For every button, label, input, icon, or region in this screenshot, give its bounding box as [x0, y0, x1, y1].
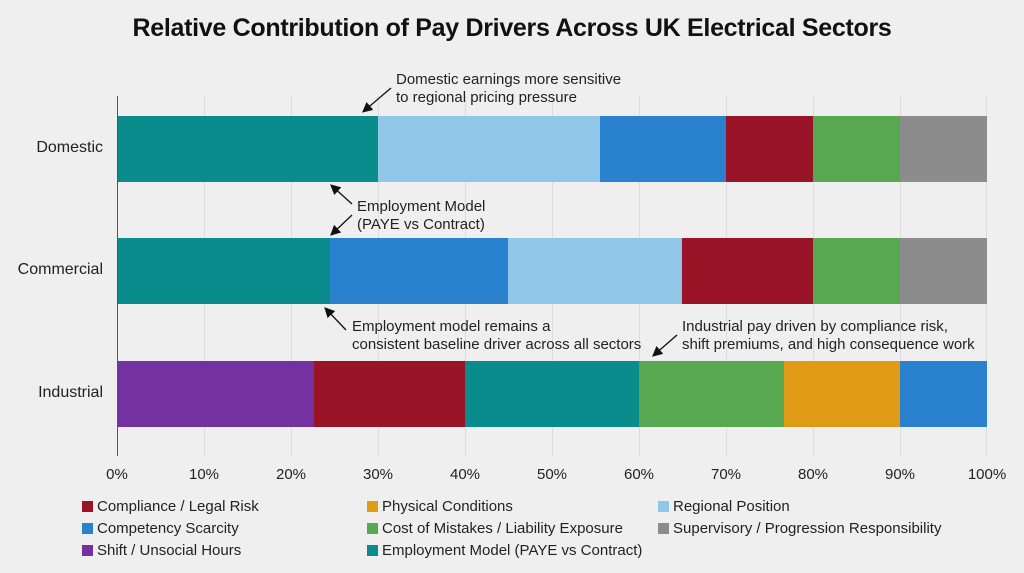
arrow-icon — [330, 184, 353, 205]
x-tick-label: 70% — [710, 466, 742, 483]
bar-segment — [599, 116, 726, 182]
bar-segment — [899, 361, 987, 427]
bar-segment — [464, 361, 639, 427]
annotation-line: Employment model remains a — [352, 318, 551, 335]
category-label-domestic: Domestic — [36, 139, 103, 156]
x-tick-label: 90% — [884, 466, 916, 483]
x-tick-label: 0% — [106, 466, 128, 483]
annotation-line: Industrial pay driven by compliance risk… — [682, 318, 948, 335]
bar-commercial — [117, 238, 987, 304]
bar-segment — [314, 361, 465, 427]
x-tick-label: 20% — [275, 466, 307, 483]
bar-segment — [682, 238, 813, 304]
annotation-line: (PAYE vs Contract) — [357, 216, 485, 233]
arrow-icon — [362, 87, 392, 113]
annotation-line: Domestic earnings more sensitive — [396, 71, 622, 88]
bar-segment — [899, 238, 987, 304]
category-label-commercial: Commercial — [17, 261, 103, 278]
arrow-icon — [330, 214, 353, 236]
arrow-icon — [652, 334, 678, 357]
arrow-icon — [324, 307, 347, 331]
bar-segment — [508, 238, 683, 304]
x-tick-label: 10% — [188, 466, 220, 483]
plot-area — [117, 96, 987, 456]
bar-segment — [638, 361, 785, 427]
bar-segment — [812, 116, 900, 182]
annotation-domestic: Domestic earnings more sensitive to regi… — [396, 71, 621, 107]
bar-segment — [117, 116, 378, 182]
x-tick-label: 60% — [623, 466, 655, 483]
annotation-line: to regional pricing pressure — [396, 89, 577, 106]
bar-segment — [812, 238, 900, 304]
bar-segment — [330, 238, 509, 304]
annotation-line: Employment Model — [357, 198, 486, 215]
chart-title: Relative Contribution of Pay Drivers Acr… — [132, 14, 892, 42]
annotation-baseline: Employment model remains a consistent ba… — [352, 318, 641, 354]
bar-segment — [117, 238, 331, 304]
y-axis-line — [117, 96, 118, 456]
x-tick-label: 100% — [967, 466, 1007, 483]
bar-segment — [725, 116, 813, 182]
annotation-line: consistent baseline driver across all se… — [352, 336, 642, 353]
bar-segment — [117, 361, 315, 427]
annotation-line: shift premiums, and high consequence wor… — [682, 336, 975, 353]
bar-segment — [784, 361, 900, 427]
bar-segment — [378, 116, 600, 182]
x-tick-label: 80% — [797, 466, 829, 483]
x-tick-label: 50% — [536, 466, 568, 483]
bar-segment — [899, 116, 987, 182]
bar-domestic — [117, 116, 987, 182]
annotation-industrial: Industrial pay driven by compliance risk… — [682, 318, 975, 354]
x-tick-label: 30% — [362, 466, 394, 483]
bar-industrial — [117, 361, 987, 427]
annotation-employment-model: Employment Model (PAYE vs Contract) — [357, 198, 485, 234]
category-label-industrial: Industrial — [38, 384, 103, 401]
x-tick-label: 40% — [449, 466, 481, 483]
